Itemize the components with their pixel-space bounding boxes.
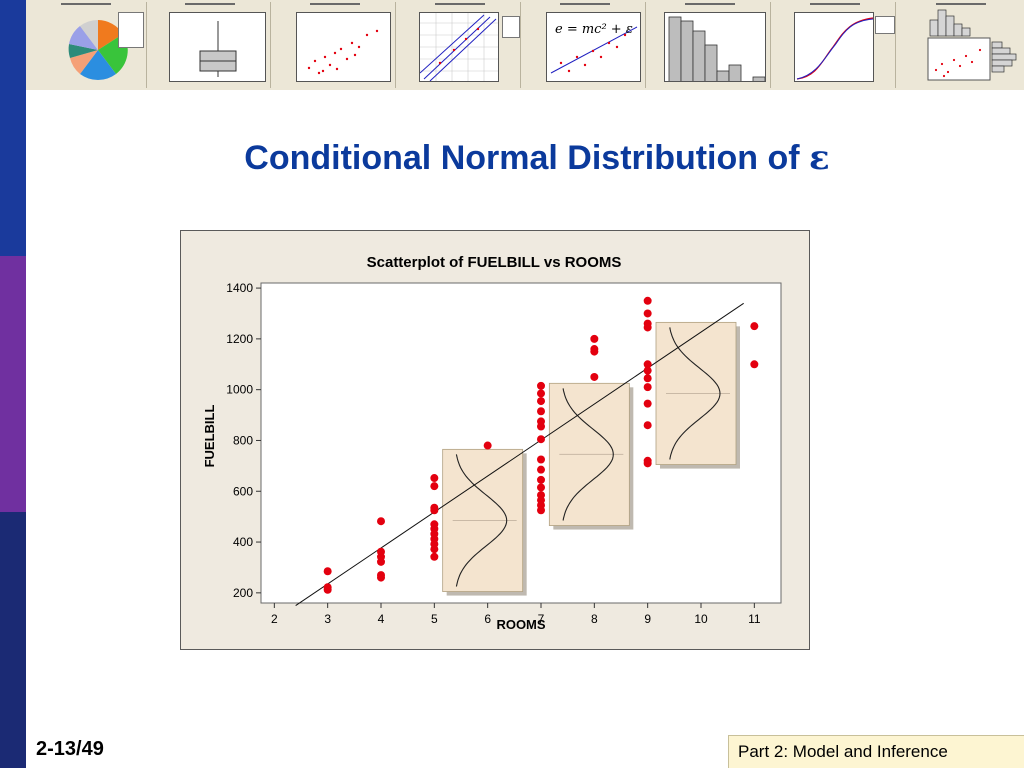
left-bar-bottom — [0, 512, 26, 768]
normal-density-curve — [562, 388, 614, 521]
data-point — [537, 381, 545, 390]
thumb-histogram — [650, 2, 771, 88]
normal-curve-card — [548, 382, 634, 530]
data-point — [430, 506, 439, 515]
data-point — [590, 372, 599, 381]
thumb-equation-scatter: e = mc² + ε — [525, 2, 646, 88]
x-tick-label: 4 — [378, 612, 385, 626]
data-point — [590, 334, 599, 343]
slide-title-epsilon: ε — [809, 138, 830, 178]
slide-title: Conditional Normal Distribution of ε — [0, 138, 1024, 178]
data-point — [643, 309, 652, 318]
scatterplot-svg: Scatterplot of FUELBILL vs ROOMS 2 3 4 5 6 7 8… — [202, 254, 782, 632]
data-point — [643, 459, 652, 468]
y-axis-label: FUELBILL — [202, 405, 217, 468]
data-point — [643, 323, 652, 332]
data-point — [643, 360, 652, 369]
data-point — [323, 567, 332, 576]
data-point — [377, 557, 385, 566]
data-point — [643, 421, 652, 430]
left-accent-bar — [0, 0, 26, 768]
data-point — [643, 399, 652, 408]
pie-chart-graphic — [68, 20, 128, 80]
data-point — [537, 389, 545, 398]
data-point — [643, 366, 652, 375]
page-number: 2-13/49 — [36, 738, 104, 760]
data-point — [483, 441, 492, 450]
thumbnail-strip: e = mc² + ε — [26, 0, 1024, 90]
data-point — [377, 517, 385, 526]
data-point — [643, 374, 652, 383]
data-point — [750, 322, 759, 331]
equation-label: e = mc² + ε — [555, 22, 633, 37]
data-point — [430, 482, 439, 491]
x-tick-label: 11 — [748, 612, 761, 626]
normal-curve-card — [655, 321, 740, 469]
data-point — [643, 383, 652, 392]
y-tick-label: 200 — [233, 586, 253, 600]
thumb-pie-chart — [26, 2, 147, 88]
x-tick-label: 3 — [324, 612, 331, 626]
left-bar-top — [0, 0, 26, 256]
x-tick-label: 6 — [484, 612, 491, 626]
y-tick-label: 600 — [233, 484, 253, 498]
regression-line — [295, 302, 744, 606]
thumb-marginal-plot — [900, 2, 1021, 88]
y-tick-label: 1400 — [226, 281, 253, 295]
normal-density-curve — [455, 454, 508, 587]
normal-density-curve — [669, 327, 721, 460]
chart-title: Scatterplot of FUELBILL vs ROOMS — [367, 254, 622, 271]
thumb-scatterplot — [275, 2, 396, 88]
x-axis-label: ROOMS — [496, 617, 545, 632]
footer-label: Part 2: Model and Inference — [728, 735, 1024, 768]
y-tick-label: 800 — [233, 433, 253, 447]
x-tick-label: 2 — [271, 612, 278, 626]
data-point — [537, 483, 545, 492]
data-point — [377, 573, 385, 582]
y-tick-label: 1200 — [226, 332, 253, 346]
data-point — [323, 585, 332, 594]
slide-title-text: Conditional Normal Distribution of — [244, 139, 800, 177]
data-point — [537, 435, 545, 444]
data-point — [537, 465, 545, 474]
data-point — [537, 455, 545, 464]
y-tick-label: 400 — [233, 535, 253, 549]
data-point — [643, 296, 652, 305]
data-point — [430, 474, 439, 483]
thumb-probability-plot — [400, 2, 521, 88]
x-tick-label: 7 — [538, 612, 545, 626]
x-tick-label: 9 — [644, 612, 651, 626]
data-point — [430, 545, 439, 554]
normal-curve-card — [442, 448, 527, 596]
data-point — [537, 397, 545, 406]
x-tick-label: 5 — [431, 612, 438, 626]
y-tick-label: 1000 — [226, 383, 253, 397]
data-point — [537, 506, 545, 515]
data-point — [750, 360, 759, 369]
data-point — [430, 552, 439, 561]
thumb-boxplot — [150, 2, 271, 88]
scatterplot-chart: Scatterplot of FUELBILL vs ROOMS 2 3 4 5 6 7 8… — [180, 230, 810, 650]
data-point — [537, 475, 545, 484]
x-tick-label: 10 — [694, 612, 708, 626]
data-point — [537, 422, 545, 431]
x-tick-label: 8 — [591, 612, 598, 626]
data-point — [537, 407, 545, 416]
data-point — [590, 347, 599, 356]
thumb-cdf — [775, 2, 896, 88]
left-bar-middle — [0, 256, 26, 512]
